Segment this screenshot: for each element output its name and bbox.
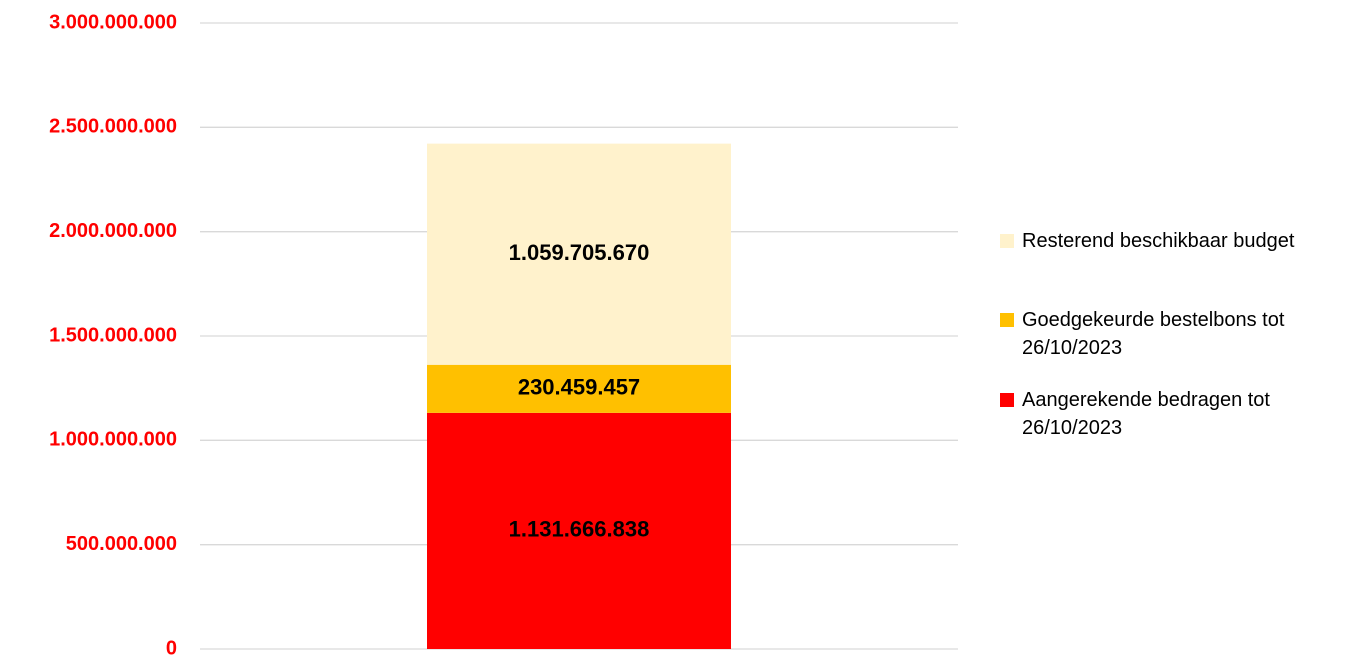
- legend-item: Resterend beschikbaar budget: [1000, 227, 1342, 255]
- bar-segment: [427, 412, 731, 649]
- legend-label: Goedgekeurde bestelbons tot 26/10/2023: [1022, 309, 1285, 359]
- legend-item: Aangerekende bedragen tot 26/10/2023: [1000, 386, 1342, 442]
- legend-label: Aangerekende bedragen tot 26/10/2023: [1022, 389, 1270, 439]
- legend-swatch: [1000, 313, 1014, 327]
- bar-segment: [427, 143, 731, 365]
- legend-swatch: [1000, 393, 1014, 407]
- y-tick-label: 2.000.000.000: [49, 220, 177, 242]
- legend-label: Resterend beschikbaar budget: [1022, 230, 1295, 252]
- legend-item: Goedgekeurde bestelbons tot 26/10/2023: [1000, 306, 1342, 362]
- value-label: 1.059.705.670: [509, 240, 650, 265]
- y-tick-label: 3.000.000.000: [49, 11, 177, 33]
- y-tick-label: 500.000.000: [66, 533, 177, 555]
- legend-swatch: [1000, 234, 1014, 248]
- y-tick-label: 0: [166, 637, 177, 658]
- y-tick-label: 1.500.000.000: [49, 324, 177, 346]
- y-tick-label: 1.000.000.000: [49, 429, 177, 451]
- value-label: 230.459.457: [518, 375, 640, 400]
- bar-segment: [427, 364, 731, 413]
- value-label: 1.131.666.838: [509, 517, 650, 542]
- y-tick-label: 2.500.000.000: [49, 116, 177, 138]
